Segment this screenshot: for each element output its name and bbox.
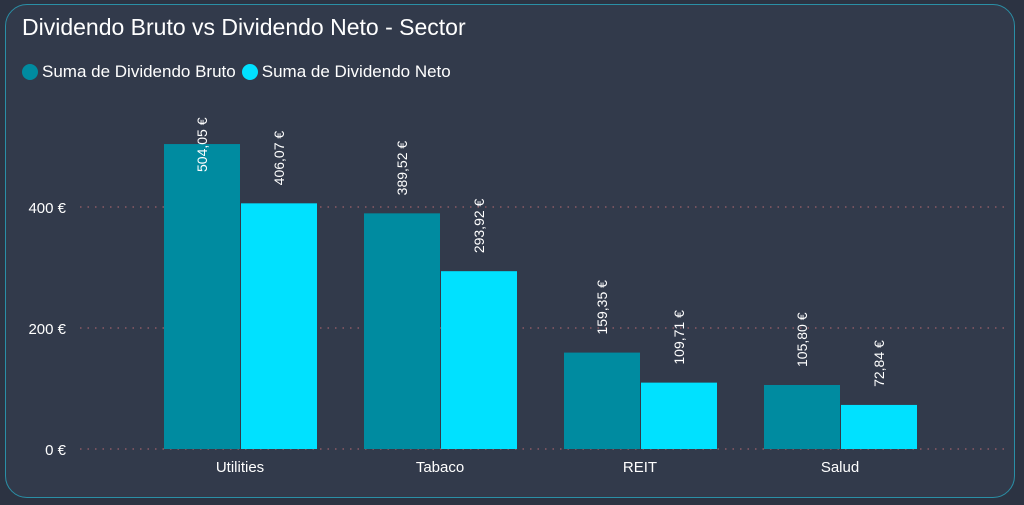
data-label: 293,92 €: [471, 198, 487, 253]
x-tick-label: Tabaco: [416, 459, 464, 476]
y-tick-label: 200 €: [28, 321, 66, 338]
bar-salud-neto[interactable]: [841, 404, 917, 449]
data-label: 105,80 €: [794, 312, 810, 367]
bar-tabaco-neto[interactable]: [441, 271, 517, 449]
legend-marker-neto: [241, 64, 258, 80]
data-label: 504,05 €: [194, 117, 210, 172]
data-label: 72,84 €: [871, 340, 887, 387]
bar-utilities-bruto[interactable]: [164, 144, 240, 449]
x-tick-label: Utilities: [216, 459, 264, 476]
legend-marker-bruto: [22, 64, 38, 80]
y-tick-label: 400 €: [28, 200, 66, 217]
legend: Suma de Dividendo Bruto Suma de Dividend…: [22, 62, 457, 82]
chart-title: Dividendo Bruto vs Dividendo Neto - Sect…: [22, 14, 466, 40]
legend-item-bruto[interactable]: Suma de Dividendo Bruto: [22, 62, 236, 82]
data-label: 389,52 €: [394, 141, 410, 196]
bar-reit-bruto[interactable]: [564, 352, 640, 449]
bar-salud-bruto[interactable]: [764, 384, 840, 449]
y-tick-label: 0 €: [45, 442, 67, 459]
legend-item-neto[interactable]: Suma de Dividendo Neto: [241, 62, 451, 82]
x-tick-label: REIT: [623, 459, 657, 476]
x-tick-label: Salud: [821, 459, 859, 476]
bar-utilities-neto[interactable]: [241, 203, 317, 449]
bar-tabaco-bruto[interactable]: [364, 213, 440, 449]
data-label: 406,07 €: [271, 131, 287, 186]
legend-label-bruto: Suma de Dividendo Bruto: [42, 62, 236, 81]
bar-reit-neto[interactable]: [641, 382, 717, 449]
data-label: 159,35 €: [594, 280, 610, 335]
legend-label-neto: Suma de Dividendo Neto: [261, 62, 451, 81]
data-label: 109,71 €: [671, 310, 687, 365]
